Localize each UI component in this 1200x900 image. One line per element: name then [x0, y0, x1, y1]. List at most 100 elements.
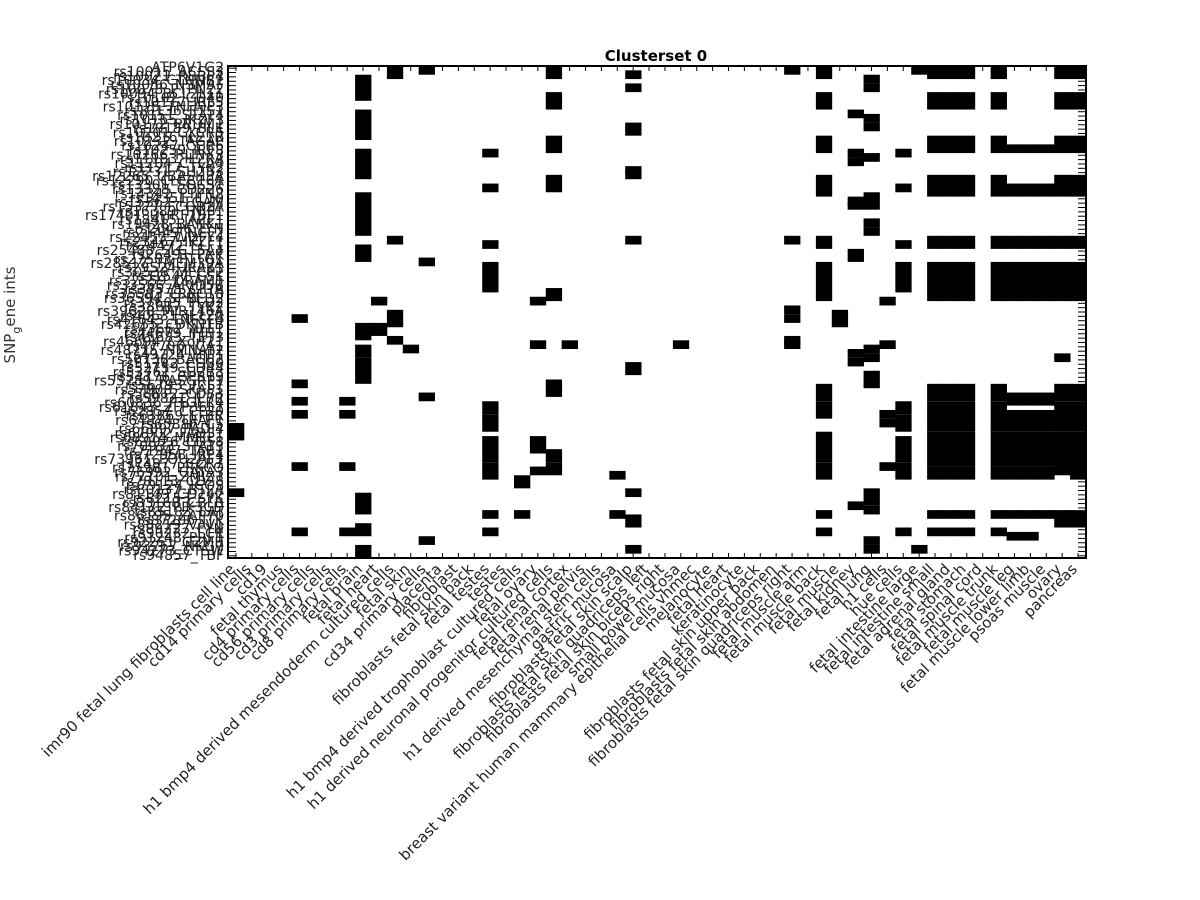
heatmap-cell [943, 235, 960, 249]
y-tick-label: rs71947_TAB1 [124, 443, 224, 459]
heatmap-cell [943, 510, 960, 519]
heatmap-cell [482, 414, 499, 432]
heatmap-cell [1038, 510, 1055, 519]
y-tick-label: rs10015_ACSS3 [114, 65, 224, 81]
heatmap-cell [1054, 401, 1071, 432]
heatmap-cell [895, 148, 912, 158]
heatmap-cell [1054, 353, 1071, 363]
heatmap-cell [958, 510, 976, 519]
heatmap-cell [863, 74, 880, 84]
y-tick-labels: ATP6V1G2rs10015_ACSS3rs10021_RBBP4rs1003… [85, 60, 225, 564]
y-tick-label: rs51742_CD80 [121, 356, 224, 372]
y-tick-label: rs64874_TRAF1 [115, 413, 224, 429]
heatmap-cell [1054, 66, 1071, 80]
heatmap-cell [815, 92, 833, 110]
y-tick-label: rs65886_C5 [141, 417, 224, 433]
y-tick-label: rs87206_ITK [138, 513, 225, 529]
heatmap-cell [482, 510, 499, 519]
heatmap-cell [1006, 466, 1023, 480]
heatmap-cell [863, 505, 880, 515]
y-tick-label: rs10201_CXCR5 [113, 125, 224, 141]
y-tick-label: rs20436_LYN [134, 221, 224, 237]
y-tick-label: rs10078_PTPN22 [106, 82, 224, 98]
y-tick-label: rs70933_STAT3 [117, 439, 224, 455]
y-tick-label: rs37605_PLD2 [123, 295, 224, 311]
heatmap-cell [625, 126, 642, 136]
y-tick-label: rs55789_RASGRP1 [94, 374, 224, 390]
heatmap-cell [529, 296, 547, 306]
heatmap-cell [402, 344, 420, 354]
y-tick-label: rs25488_SLC15A4 [97, 243, 224, 259]
heatmap-cell [1006, 261, 1023, 302]
heatmap-cell [958, 235, 976, 249]
heatmap-cell [895, 527, 912, 537]
heatmap-cell [625, 70, 642, 80]
heatmap-cell [1006, 144, 1023, 154]
heatmap-cell [863, 218, 880, 228]
heatmap-cell [943, 383, 960, 402]
heatmap-cell [1054, 235, 1071, 249]
heatmap-cell [990, 527, 1007, 537]
y-tick-label: rs12265_UBASH3A [92, 169, 224, 185]
y-tick-label: rs81149_CD247 [112, 487, 224, 503]
heatmap-cell [847, 349, 864, 358]
heatmap-cell [1006, 531, 1023, 541]
y-tick-label: rs14342_PTPN2 [115, 186, 224, 202]
heatmap-cell [943, 92, 960, 110]
heatmap-cell [927, 174, 944, 197]
heatmap-cell [958, 135, 976, 154]
y-tick-label: rs89227_FYN [132, 522, 224, 538]
y-tick-label: rs93267_NKG7 [120, 539, 224, 555]
y-tick-label: rs50738_BACH2 [111, 352, 224, 368]
heatmap-cell [863, 153, 880, 162]
heatmap-cell [1038, 466, 1055, 480]
heatmap-cell [625, 166, 642, 175]
heatmap-cell [1038, 261, 1055, 302]
y-tick-label: rs10165_IKZF3 [120, 112, 224, 128]
heatmap-cell [990, 92, 1007, 110]
heatmap-cell [927, 92, 944, 110]
y-tick-label: rs38617_TYK2 [124, 300, 224, 316]
y-tick-label: rs31547_CSK [132, 269, 225, 285]
heatmap-cell [609, 510, 626, 519]
heatmap-cell [482, 261, 499, 293]
heatmap-cell [927, 261, 944, 302]
y-tick-label: rs45683_TET3 [125, 330, 224, 346]
y-tick-label: rs74977_CCR7 [121, 456, 224, 472]
heatmap-cell [958, 66, 976, 80]
y-tick-label: rs84172_PIK3CD [108, 500, 224, 516]
heatmap-cell [895, 261, 912, 293]
heatmap-cell [911, 544, 928, 554]
heatmap-cell [625, 514, 642, 528]
heatmap-cell [958, 174, 976, 197]
heatmap-cell [672, 340, 690, 350]
y-tick-label: rs32559_DRAM1 [109, 274, 224, 290]
heatmap-cell [863, 370, 880, 380]
heatmap-cell [386, 235, 404, 245]
heatmap-cell [1038, 144, 1055, 154]
y-tick-label: rs91248_PRF1 [124, 530, 224, 546]
y-tick-label: rs40631_IL12A [120, 308, 224, 324]
heatmap-cell [355, 357, 372, 384]
heatmap-cell [990, 431, 1007, 467]
y-tick-label: rs42655_CDKN1B [101, 317, 224, 333]
heatmap-cell [831, 309, 849, 319]
y-tick-label: rs35583_LRRC18 [105, 287, 224, 303]
heatmap-cell [355, 148, 372, 180]
heatmap-cell [625, 488, 642, 498]
heatmap-cell [943, 431, 960, 467]
heatmap-cell [1054, 92, 1071, 110]
heatmap-cell [990, 135, 1007, 154]
heatmap-cell [943, 527, 960, 537]
heatmap-cell [1054, 174, 1071, 197]
heatmap-cell [863, 344, 880, 354]
heatmap-cell [1054, 261, 1071, 302]
heatmap-cell [355, 244, 372, 262]
y-tick-label: rs48715_NMNAT2 [100, 343, 224, 359]
y-tick-label: rs75981_PRKCQ [112, 461, 224, 477]
y-tick-label: rs86195_ZAP70 [114, 509, 224, 525]
heatmap-cell [1022, 261, 1039, 302]
heatmap-cell [943, 66, 960, 80]
heatmap-cell [863, 497, 880, 506]
